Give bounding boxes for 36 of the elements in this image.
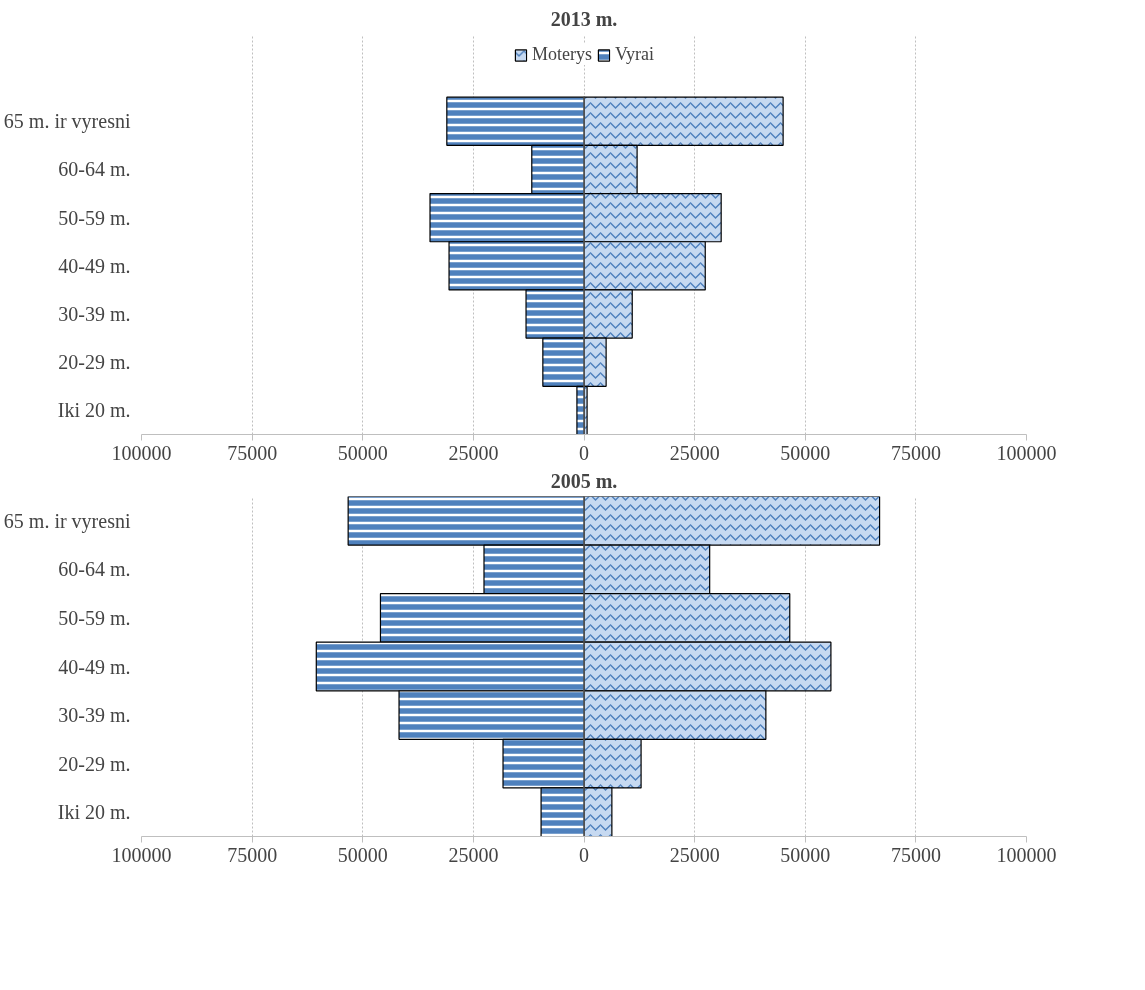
y-tick-label: 40-49 m. xyxy=(58,655,131,678)
x-tick-label: 100000 xyxy=(111,441,172,464)
x-tick-label: 25000 xyxy=(448,843,499,866)
x-tick-label: 75000 xyxy=(890,843,941,866)
y-tick-label: 60-64 m. xyxy=(58,158,131,181)
legend-label: Vyrai xyxy=(615,44,654,65)
x-tick-label: 50000 xyxy=(337,843,388,866)
x-tick-label: 0 xyxy=(579,441,589,464)
x-tick-label: 25000 xyxy=(448,441,499,464)
x-tick-label: 100000 xyxy=(996,843,1057,866)
chart-title: 2005 m. xyxy=(550,469,618,492)
x-tick-label: 0 xyxy=(579,843,589,866)
y-tick-label: Iki 20 m. xyxy=(57,801,131,824)
y-tick-label: 50-59 m. xyxy=(58,206,131,229)
x-tick-label: 75000 xyxy=(227,441,278,464)
y-tick-label: 30-39 m. xyxy=(58,704,131,727)
y-tick-label: 20-29 m. xyxy=(58,752,131,775)
x-tick-label: 50000 xyxy=(337,441,388,464)
x-tick-label: 25000 xyxy=(669,441,720,464)
legend-label: Moterys xyxy=(532,44,592,65)
x-tick-label: 25000 xyxy=(669,843,720,866)
y-tick-label: 65 m. ir vyresni xyxy=(3,509,131,533)
x-tick-label: 75000 xyxy=(890,441,941,464)
chart-title: 2013 m. xyxy=(550,7,618,30)
y-tick-label: 50-59 m. xyxy=(58,606,131,629)
x-tick-label: 75000 xyxy=(227,843,278,866)
x-tick-label: 50000 xyxy=(780,843,831,866)
y-tick-label: Iki 20 m. xyxy=(57,399,131,422)
y-tick-label: 20-29 m. xyxy=(58,351,131,374)
x-tick-label: 50000 xyxy=(780,441,831,464)
y-tick-label: 40-49 m. xyxy=(58,254,131,277)
y-tick-label: 30-39 m. xyxy=(58,303,131,326)
y-tick-label: 65 m. ir vyresni xyxy=(3,110,131,134)
x-tick-label: 100000 xyxy=(996,441,1057,464)
x-tick-label: 100000 xyxy=(111,843,172,866)
y-tick-label: 60-64 m. xyxy=(58,558,131,581)
